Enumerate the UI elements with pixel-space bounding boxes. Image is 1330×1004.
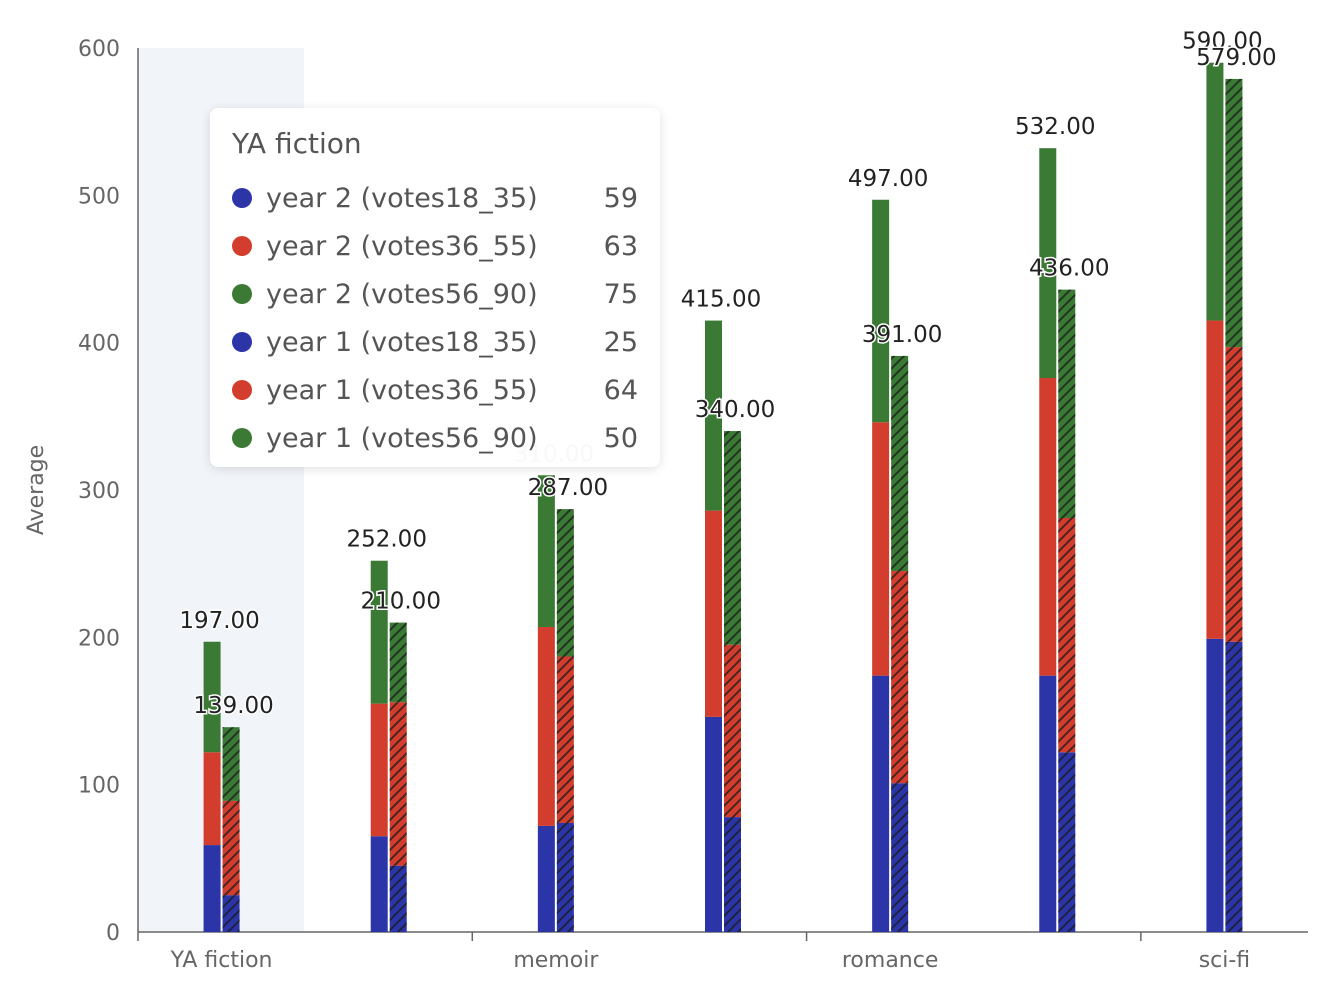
bar-segment [537,475,555,628]
bar-segment [1039,675,1057,932]
tooltip-series-value: 63 [603,230,638,262]
x-tick-label: sci-fi [1199,948,1250,973]
tooltip-series-value: 59 [603,182,638,214]
bar-hatch [724,644,741,818]
tooltip-row: year 1 (votes18_35) 25 [232,318,638,366]
bar-segment [537,825,555,932]
bar-segment [370,836,388,932]
bar-hatch [556,656,574,823]
bar-total-label: 532.00 [1015,114,1095,140]
bar-total-label: 497.00 [848,166,928,192]
bar-hatch [556,822,574,932]
bar-hatch [724,431,741,645]
bar-segment [1206,62,1224,321]
bar-hatch [891,571,909,784]
bar-total-label: 210.00 [360,589,440,615]
tooltip-row: year 2 (votes18_35) 59 [232,174,638,222]
bar-hatch [389,622,407,703]
bar-total-label: 415.00 [681,287,761,313]
tooltip-series-name: year 1 (votes36_55) [266,374,538,406]
bar-total-label: 590.00 [1182,29,1262,55]
bar-total-label: 340.00 [695,397,775,423]
bar-segment [705,320,722,511]
y-tick-label: 500 [78,184,120,209]
y-tick-label: 100 [78,774,120,799]
tooltip-row: year 2 (votes36_55) 63 [232,222,638,270]
bar-hatch [556,509,574,657]
bar-segment [705,510,722,717]
series-dot-icon [232,236,252,256]
bar-hatch [724,817,741,932]
series-dot-icon [232,284,252,304]
bar-segment [203,752,221,846]
bar-segment [1206,638,1224,932]
bar-segment [203,641,221,753]
bar-total-label: 197.00 [179,608,259,634]
bar-hatch [1225,641,1243,932]
bar-hatch [1058,752,1076,932]
series-dot-icon [232,428,252,448]
bar-hatch [222,727,240,801]
series-dot-icon [232,380,252,400]
x-tick-label: romance [842,948,939,973]
tooltip-row: year 2 (votes56_90) 75 [232,270,638,318]
bar-segment [705,716,722,932]
bar-total-label: 436.00 [1029,256,1109,282]
bar-hatch [1058,517,1076,753]
bar-segment [1206,320,1224,639]
bar-segment [203,845,221,932]
bar-hatch [389,865,407,932]
tooltip-series-value: 64 [603,374,638,406]
bar-total-label: 391.00 [862,322,942,348]
tooltip-row: year 1 (votes36_55) 64 [232,366,638,414]
bar-total-label: 252.00 [346,527,426,553]
bar-segment [872,675,890,932]
bar-segment [1039,378,1057,676]
y-tick-label: 200 [78,626,120,651]
tooltip-series-name: year 2 (votes56_90) [266,278,538,310]
tooltip-series-name: year 2 (votes18_35) [266,182,538,214]
bar-hatch [222,800,240,896]
y-tick-label: 600 [78,37,120,62]
y-tick-label: 300 [78,479,120,504]
series-dot-icon [232,188,252,208]
y-axis-title: Average [24,445,49,535]
y-tick-label: 0 [106,921,120,946]
bar-segment [370,560,388,704]
x-tick-label: YA fiction [170,948,273,973]
bar-total-label: 139.00 [193,693,273,719]
bar-segment [872,422,890,676]
y-tick-label: 400 [78,332,120,357]
bar-hatch [891,783,909,932]
bar-total-label: 579.00 [1196,45,1276,71]
tooltip-series-name: year 1 (votes56_90) [266,422,538,454]
bar-hatch [1058,289,1076,518]
bar-hatch [389,702,407,866]
tooltip-series-value: 75 [603,278,638,310]
bar-segment [370,703,388,837]
bar-total-label: 287.00 [528,475,608,501]
tooltip-series-value: 25 [603,326,638,358]
tooltip: YA fiction year 2 (votes18_35) 59 year 2 (… [210,108,660,467]
bar-segment [537,627,555,826]
x-tick-label: memoir [513,948,599,973]
bar-hatch [1225,347,1243,642]
tooltip-series-name: year 2 (votes36_55) [266,230,538,262]
bar-segment [872,199,890,423]
tooltip-row: year 1 (votes56_90) 50 [232,414,638,462]
series-dot-icon [232,332,252,352]
tooltip-series-name: year 1 (votes18_35) [266,326,538,358]
tooltip-title: YA fiction [232,127,362,160]
bar-segment [1039,148,1057,379]
tooltip-series-value: 50 [603,422,638,454]
bar-hatch [1225,78,1243,348]
bar-hatch [222,895,240,932]
bar-hatch [891,355,909,572]
